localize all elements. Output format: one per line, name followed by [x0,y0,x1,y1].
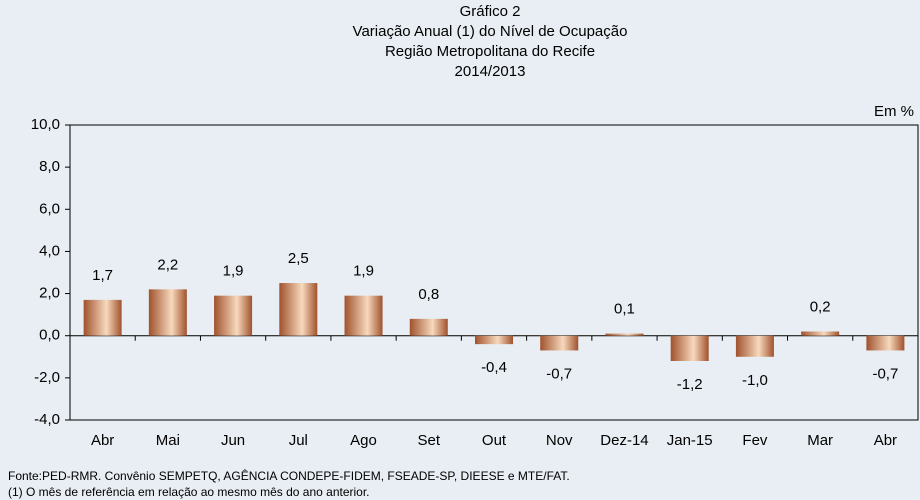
bar [475,335,513,345]
x-tick-label: Jan-15 [667,432,713,449]
x-tick-label: Set [418,432,441,449]
bar [866,335,905,351]
y-tick-label: 10,0 [31,116,60,133]
x-tick-label: Abr [874,432,897,449]
y-tick-label: 4,0 [39,242,60,259]
x-tick-label: Fev [742,432,768,449]
data-label: -0,4 [481,359,507,376]
data-label: 1,7 [92,267,113,284]
source-note: Fonte:PED-RMR. Convênio SEMPETQ, AGÊNCIA… [8,468,570,483]
chart-title: Variação Anual (1) do Nível de Ocupação [353,23,628,40]
y-tick-label: 0,0 [39,327,60,344]
chart-title: 2014/2013 [455,63,526,80]
x-tick-label: Mai [156,432,180,449]
bar [670,335,709,361]
bar [409,318,448,336]
x-tick-label: Ago [350,432,377,449]
data-label: -0,7 [872,365,898,382]
bar [344,295,383,336]
chart-title: Região Metropolitana do Recife [385,43,595,60]
data-label: 2,2 [157,256,178,273]
unit-label: Em % [874,103,914,120]
y-tick-label: 8,0 [39,158,60,175]
y-tick-label: -2,0 [34,369,60,386]
y-tick-label: 6,0 [39,200,60,217]
bar [148,289,187,336]
bar [735,335,774,357]
data-label: 0,2 [810,298,831,315]
x-tick-label: Abr [91,432,114,449]
y-tick-label: -4,0 [34,411,60,428]
bar [605,333,644,336]
data-label: -0,7 [546,365,572,382]
data-label: -1,0 [742,372,768,389]
plot-frame [69,124,919,421]
x-tick-label: Jun [221,432,245,449]
data-label: 0,1 [614,301,635,318]
bar [279,283,318,336]
y-tick-label: 2,0 [39,285,60,302]
footnote: (1) O mês de referência em relação ao me… [8,485,370,499]
x-tick-label: Dez-14 [600,432,648,449]
data-label: 1,9 [353,263,374,280]
x-tick-label: Nov [546,432,573,449]
bar [801,331,840,336]
bar [540,335,579,351]
chart-title: Gráfico 2 [460,3,521,20]
data-label: 2,5 [288,250,309,267]
x-tick-label: Jul [289,432,308,449]
data-label: 1,9 [223,263,244,280]
x-tick-label: Mar [807,432,833,449]
data-label: -1,2 [677,376,703,393]
bar [214,295,253,336]
bar [83,299,122,336]
data-label: 0,8 [418,286,439,303]
x-tick-label: Out [482,432,507,449]
